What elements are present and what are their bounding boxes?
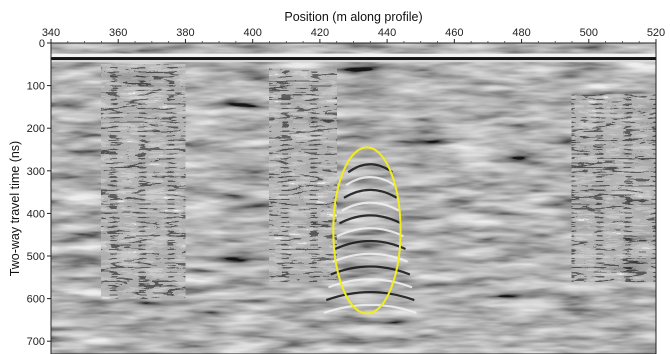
y-tick-label: 400 — [27, 208, 45, 220]
hyperbola-arc — [338, 214, 402, 225]
hyperbola-arc — [334, 239, 406, 250]
y-tick-label: 0 — [39, 38, 45, 50]
surface-band-light — [51, 53, 656, 58]
hyperbola-arc — [341, 201, 400, 212]
x-tick-label: 400 — [243, 27, 261, 39]
hyperbola-arc — [343, 188, 398, 199]
hyperbola-arc — [323, 303, 417, 314]
annotations-layer — [332, 146, 402, 315]
x-tick-label: 420 — [311, 27, 329, 39]
reflection-zone-1 — [101, 64, 186, 299]
reflection-zone-4 — [571, 94, 656, 282]
y-axis-title: Two-way travel time (ns) — [8, 141, 22, 276]
y-tick-label: 300 — [27, 166, 45, 178]
surface-band-edge — [51, 60, 656, 63]
hyperbola-arc — [325, 290, 415, 302]
x-tick-label: 520 — [647, 27, 665, 39]
surface-band-dark — [51, 57, 656, 61]
x-tick-label: 440 — [378, 27, 396, 39]
hyperbola-arc — [347, 163, 393, 174]
x-tick-label: 480 — [512, 27, 530, 39]
y-tick-label: 600 — [27, 294, 45, 306]
y-tick-label: 500 — [27, 251, 45, 263]
hyperbola-arc — [332, 252, 409, 263]
x-tick-label: 360 — [109, 27, 127, 39]
x-tick-label: 500 — [580, 27, 598, 39]
anomaly-highlight-ellipse — [332, 146, 402, 315]
y-tick-label: 200 — [27, 123, 45, 135]
x-axis: 340 360 380 400 420 440 460 480 500 520 — [42, 27, 665, 43]
hyperbola-arc — [345, 175, 396, 186]
y-tick-label: 700 — [27, 336, 45, 348]
hyperbola-arc — [328, 278, 413, 289]
reflection-zone-2 — [269, 68, 337, 282]
y-axis: 0 100 200 300 400 500 600 700 — [27, 38, 51, 348]
plot-area — [50, 42, 657, 354]
x-tick-label: 340 — [42, 27, 60, 39]
x-tick-label: 380 — [176, 27, 194, 39]
hyperbola-arc — [336, 227, 404, 238]
x-tick-label: 460 — [445, 27, 463, 39]
x-axis-title: Position (m along profile) — [284, 10, 422, 24]
radargram-features — [51, 53, 656, 314]
y-tick-label: 100 — [27, 81, 45, 93]
